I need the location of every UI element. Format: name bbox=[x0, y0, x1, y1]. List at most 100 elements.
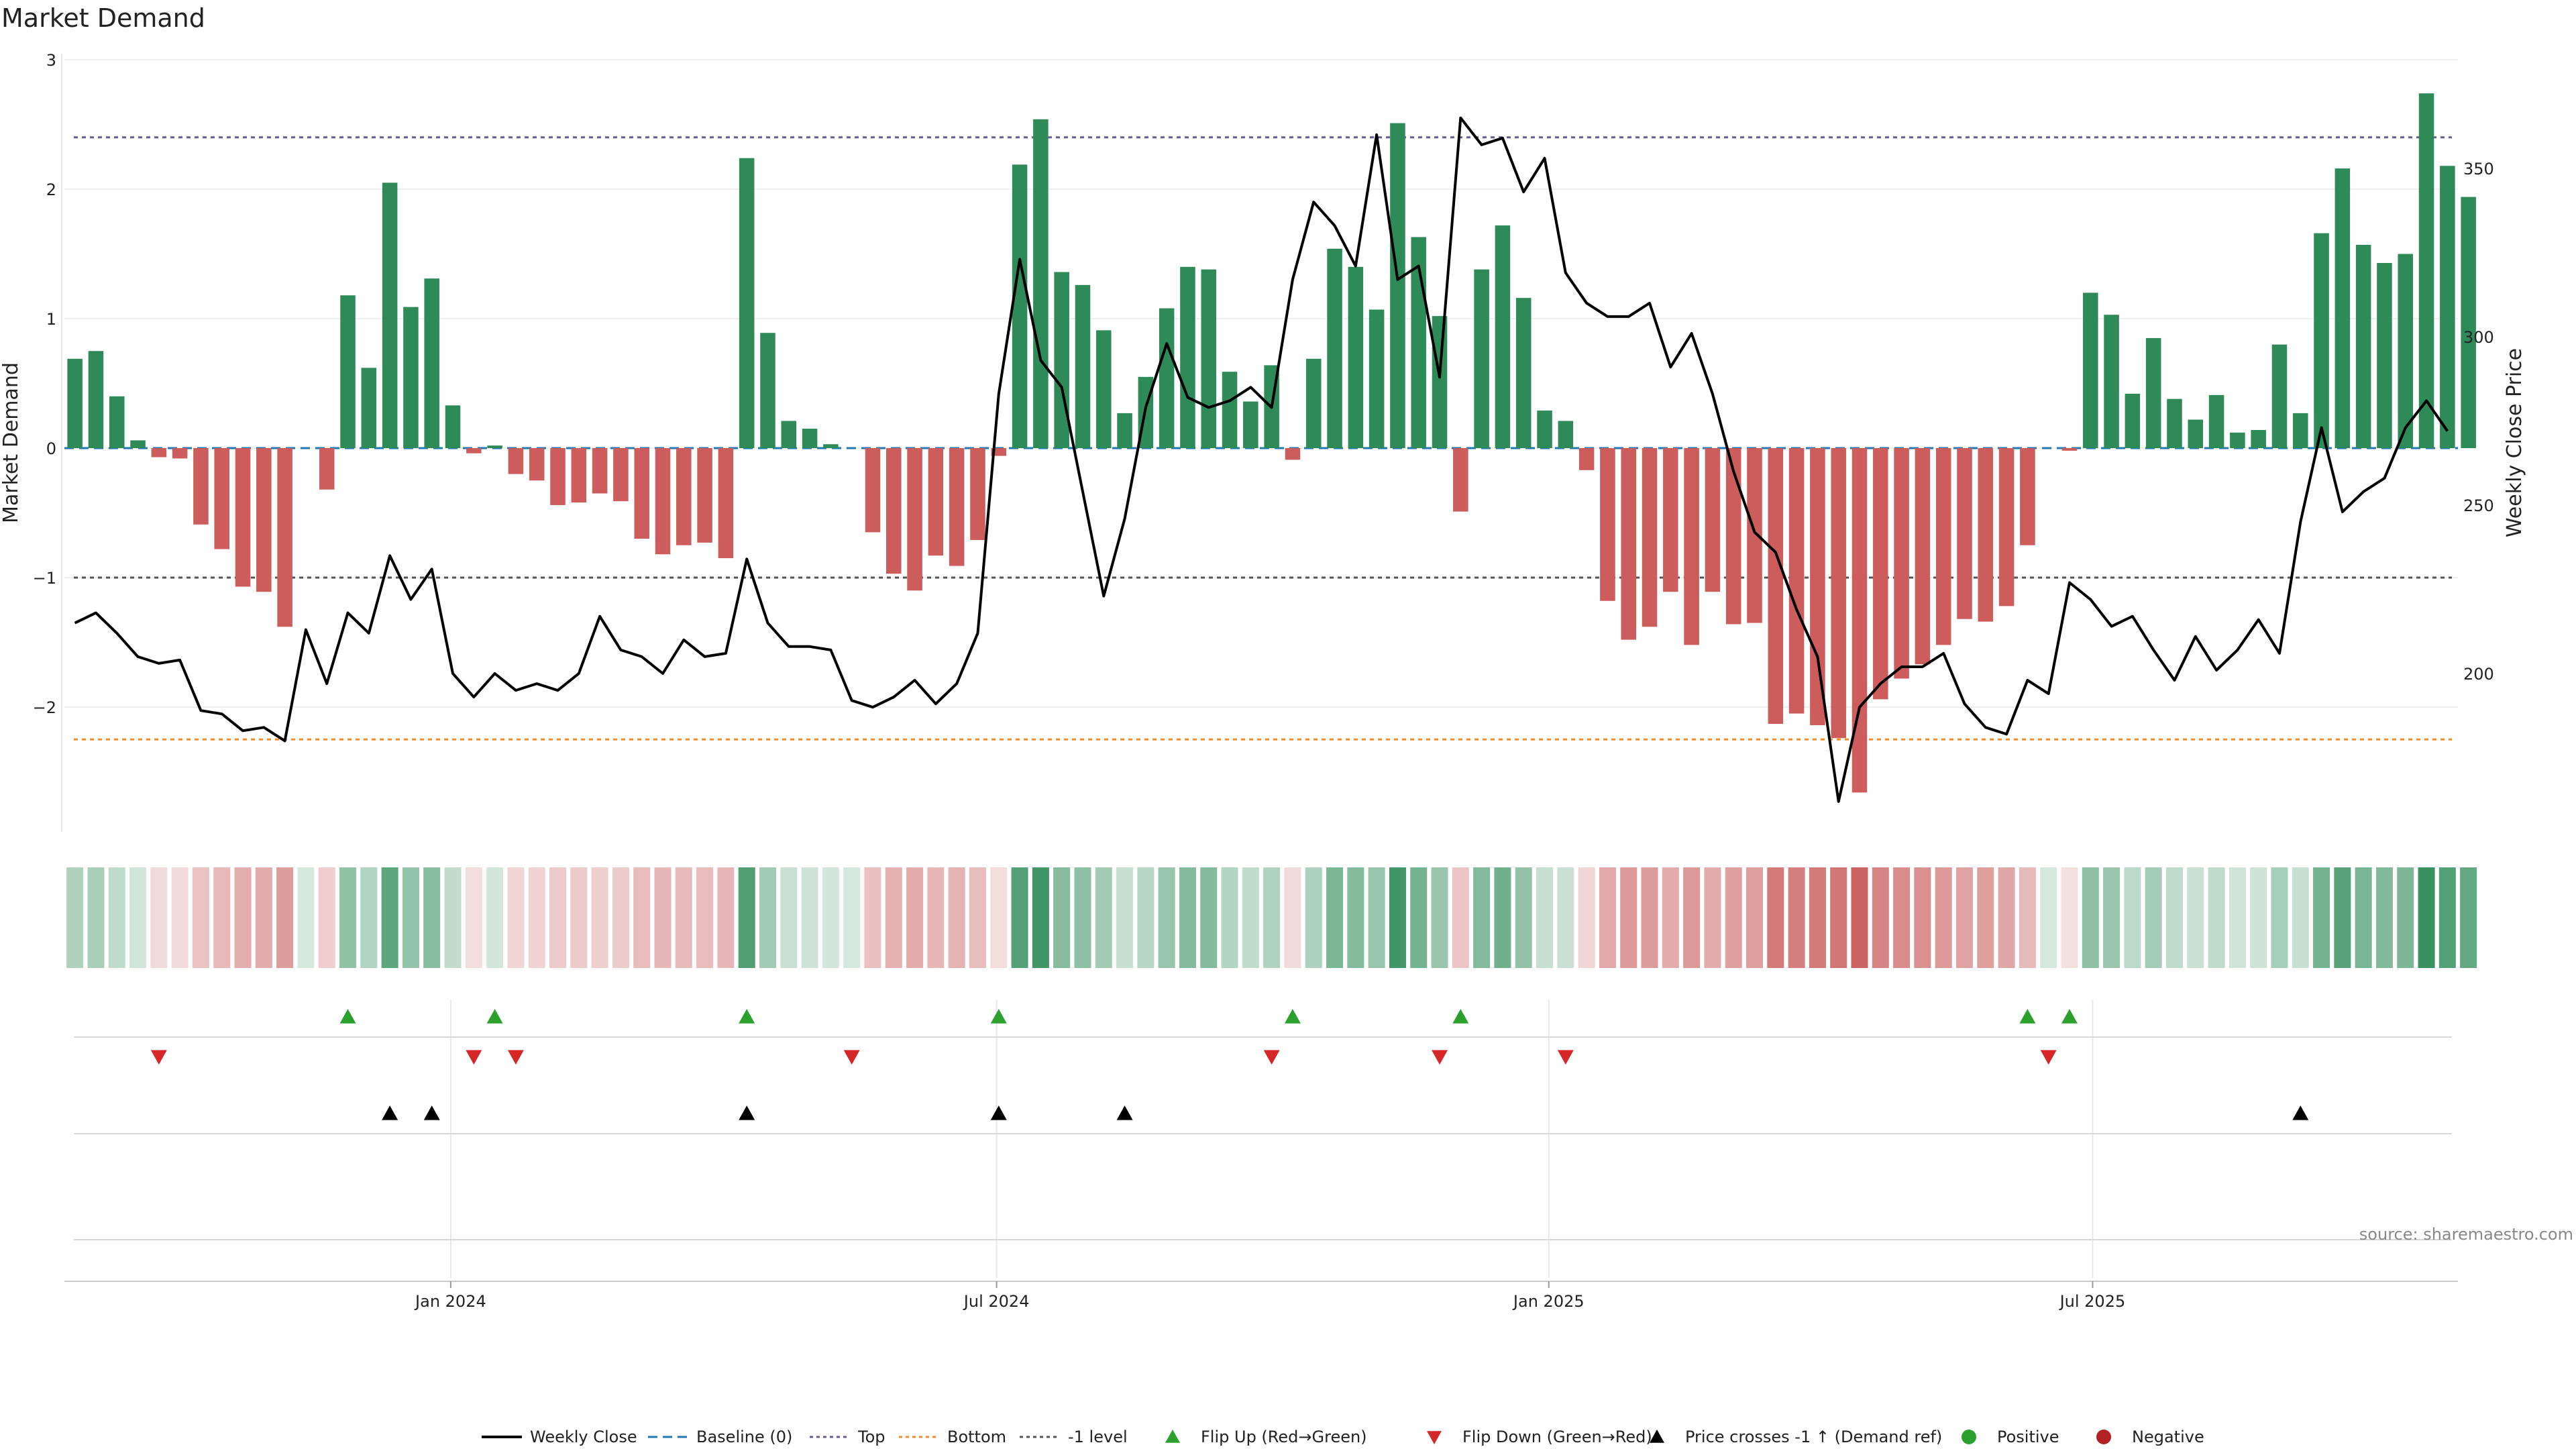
heat-cell bbox=[780, 867, 798, 968]
demand-bar bbox=[1600, 448, 1615, 601]
flip-down-marker bbox=[1432, 1050, 1448, 1065]
demand-bar bbox=[2125, 393, 2141, 448]
heat-cell bbox=[423, 867, 441, 968]
demand-bar bbox=[1810, 448, 1825, 726]
legend-swatch bbox=[1650, 1430, 1664, 1443]
demand-bar bbox=[1117, 413, 1132, 448]
chart-title: Market Demand bbox=[1, 3, 205, 33]
heat-cell bbox=[1746, 867, 1764, 968]
demand-bar bbox=[1788, 448, 1805, 714]
demand-bar bbox=[697, 448, 712, 543]
heat-cell bbox=[444, 867, 462, 968]
demand-bar bbox=[2230, 432, 2245, 448]
heat-cell bbox=[1431, 867, 1448, 968]
demand-bar bbox=[634, 448, 649, 539]
heat-cell bbox=[2355, 867, 2372, 968]
legend-swatch bbox=[1165, 1430, 1180, 1443]
heat-cell bbox=[381, 867, 398, 968]
y2-axis-ticks: 350 300 250 200 bbox=[2463, 160, 2494, 684]
demand-bar bbox=[2251, 429, 2266, 448]
x-tick-label: Jul 2025 bbox=[2059, 1292, 2126, 1311]
demand-bar bbox=[1978, 448, 1994, 622]
heat-cell bbox=[339, 867, 357, 968]
heat-cell bbox=[549, 867, 567, 968]
heat-cell bbox=[2418, 867, 2435, 968]
demand-bar bbox=[1012, 164, 1028, 448]
heat-cell bbox=[612, 867, 629, 968]
demand-bar bbox=[1285, 448, 1301, 460]
demand-bar bbox=[2083, 292, 2098, 448]
heat-cell bbox=[2082, 867, 2099, 968]
heat-cell bbox=[1074, 867, 1091, 968]
demand-bar bbox=[109, 396, 125, 448]
demand-bar bbox=[676, 448, 692, 545]
price-cross-marker bbox=[382, 1106, 398, 1120]
heat-cell bbox=[1767, 867, 1784, 968]
demand-bar bbox=[1390, 123, 1405, 448]
heat-cell bbox=[1410, 867, 1428, 968]
heat-cell bbox=[2061, 867, 2078, 968]
demand-bar bbox=[214, 448, 230, 549]
demand-bar bbox=[2461, 197, 2476, 448]
reference-lines bbox=[64, 136, 2458, 741]
heat-cell bbox=[87, 867, 105, 968]
heat-cell bbox=[864, 867, 881, 968]
demand-bar bbox=[2208, 394, 2224, 448]
demand-bar bbox=[88, 351, 104, 448]
heat-cell bbox=[1725, 867, 1742, 968]
heat-cell bbox=[1053, 867, 1071, 968]
demand-bar bbox=[256, 448, 272, 592]
legend-swatch bbox=[2096, 1430, 2111, 1444]
heat-cell bbox=[801, 867, 818, 968]
y-tick-label: 3 bbox=[46, 51, 56, 70]
demand-bar bbox=[1725, 448, 1741, 625]
heat-cell bbox=[675, 867, 692, 968]
heat-cell bbox=[1116, 867, 1134, 968]
heat-cell bbox=[927, 867, 945, 968]
heat-cell bbox=[528, 867, 545, 968]
heat-cell bbox=[2292, 867, 2309, 968]
heat-cell bbox=[1955, 867, 1974, 968]
heat-cell bbox=[1263, 867, 1281, 968]
demand-bar bbox=[1915, 448, 1931, 665]
demand-bar bbox=[172, 448, 188, 459]
weekly-close-line bbox=[74, 116, 2449, 803]
legend-label: Positive bbox=[1997, 1428, 2059, 1446]
heat-cell bbox=[297, 867, 315, 968]
heat-cell bbox=[2250, 867, 2267, 968]
demand-bar bbox=[970, 448, 985, 541]
y-tick-label: 1 bbox=[46, 310, 56, 329]
heat-cell bbox=[2271, 867, 2288, 968]
demand-bar bbox=[382, 182, 398, 448]
heat-cell bbox=[1389, 867, 1406, 968]
demand-bar bbox=[1957, 448, 1972, 619]
flip-down-marker bbox=[507, 1050, 524, 1065]
demand-bar bbox=[2418, 93, 2434, 448]
heat-cell bbox=[1242, 867, 1259, 968]
legend-label: Top bbox=[857, 1428, 885, 1446]
demand-bar bbox=[445, 405, 461, 448]
demand-bar bbox=[991, 448, 1007, 456]
demand-bar bbox=[1537, 411, 1552, 448]
heat-cell bbox=[1347, 867, 1364, 968]
flip-down-marker bbox=[1263, 1050, 1280, 1065]
heat-cell bbox=[1011, 867, 1028, 968]
demand-bar bbox=[2355, 244, 2371, 448]
heat-cell bbox=[1893, 867, 1911, 968]
demand-bar bbox=[1243, 401, 1258, 448]
demand-bar bbox=[508, 448, 524, 474]
demand-bar bbox=[550, 448, 566, 505]
price-cross-marker bbox=[423, 1106, 440, 1120]
demand-bar bbox=[487, 445, 502, 448]
demand-bar bbox=[1305, 358, 1322, 448]
demand-bar bbox=[739, 158, 755, 448]
heat-cell bbox=[360, 867, 378, 968]
heat-cell bbox=[948, 867, 965, 968]
demand-bar bbox=[718, 448, 734, 559]
demand-bar bbox=[1935, 448, 1951, 645]
heat-cell bbox=[906, 867, 924, 968]
demand-bar bbox=[1348, 266, 1364, 448]
heat-cell bbox=[1137, 867, 1155, 968]
heat-cell bbox=[1704, 867, 1721, 968]
legend-label: Negative bbox=[2132, 1428, 2204, 1446]
